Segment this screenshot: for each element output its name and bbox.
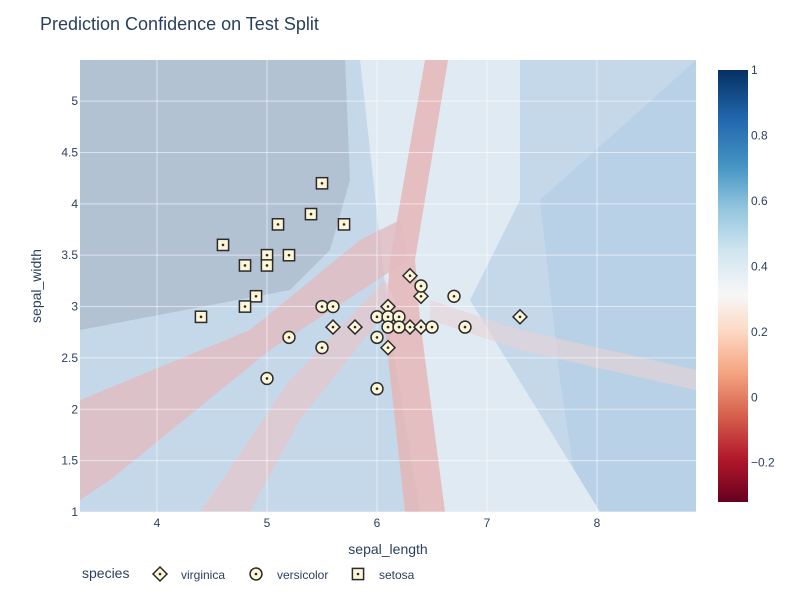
y-tick-label: 2.5 <box>61 351 78 365</box>
legend-label-setosa: setosa <box>379 568 415 582</box>
legend-marker-setosa <box>351 567 365 581</box>
point-virginica <box>412 288 430 305</box>
surface-red-band-3 <box>200 280 395 512</box>
point-setosa <box>337 218 351 231</box>
point-virginica <box>412 319 430 336</box>
colorbar-tick-label: 0.6 <box>751 194 768 208</box>
colorbar-ticks: −0.2 0 0.2 0.4 0.6 0.8 1 <box>751 63 775 470</box>
surface-upper-left-region <box>80 60 350 330</box>
point-setosa <box>271 218 285 231</box>
legend-label-versicolor: versicolor <box>277 568 328 582</box>
point-versicolor <box>447 289 461 303</box>
x-axis-ticks: 4 5 6 7 8 <box>154 516 601 530</box>
colorbar-tick-label: 1 <box>751 63 758 77</box>
point-setosa <box>260 259 274 272</box>
colorbar-tick-label: 0 <box>751 390 758 404</box>
point-setosa <box>304 207 318 221</box>
point-setosa <box>282 248 296 262</box>
point-versicolor <box>315 299 329 314</box>
legend-marker-versicolor <box>249 567 263 581</box>
x-axis-label: sepal_length <box>348 541 427 557</box>
point-virginica <box>346 319 364 336</box>
point-versicolor <box>425 320 439 334</box>
x-tick-label: 4 <box>154 516 161 530</box>
legend-label-virginica: virginica <box>181 568 225 582</box>
legend-marker-virginica <box>151 565 169 583</box>
point-versicolor <box>260 371 274 386</box>
x-tick-label: 8 <box>594 516 601 530</box>
point-virginica <box>401 267 419 284</box>
point-versicolor <box>458 320 472 334</box>
y-tick-label: 1.5 <box>61 454 78 468</box>
point-versicolor <box>381 320 395 334</box>
point-virginica <box>401 319 419 336</box>
y-tick-label: 2 <box>71 402 78 416</box>
y-tick-label: 1 <box>71 505 78 519</box>
point-versicolor <box>370 330 384 345</box>
point-versicolor <box>282 330 296 345</box>
point-setosa <box>260 248 274 262</box>
colorbar-tick-label: 0.4 <box>751 259 768 273</box>
legend: species virginica versicolor setosa <box>82 565 415 583</box>
point-versicolor <box>326 299 340 314</box>
point-virginica <box>511 308 529 325</box>
y-tick-label: 3.5 <box>61 248 78 262</box>
x-tick-label: 6 <box>374 516 381 530</box>
y-tick-label: 5 <box>71 94 78 108</box>
colorbar <box>718 70 748 502</box>
point-versicolor <box>370 382 384 396</box>
legend-title: species <box>82 565 129 581</box>
colorbar-tick-label: 0.2 <box>751 325 768 339</box>
colorbar-tick-label: 0.8 <box>751 128 768 142</box>
point-setosa <box>315 176 329 190</box>
confidence-surface <box>80 60 696 512</box>
surface-red-band-2 <box>80 220 408 500</box>
point-setosa <box>216 238 230 252</box>
x-tick-label: 5 <box>264 516 271 530</box>
point-setosa <box>238 259 252 272</box>
colorbar-tick-label: −0.2 <box>751 456 775 470</box>
y-tick-label: 3 <box>71 300 78 314</box>
y-tick-label: 4.5 <box>61 145 78 159</box>
x-tick-label: 7 <box>484 516 491 530</box>
point-versicolor <box>315 340 329 355</box>
y-axis-ticks: 1 1.5 2 2.5 3 3.5 4 4.5 5 <box>61 94 78 519</box>
point-setosa <box>249 289 263 303</box>
point-setosa <box>194 310 208 324</box>
point-setosa <box>238 300 252 313</box>
y-tick-label: 4 <box>71 197 78 211</box>
chart-title: Prediction Confidence on Test Split <box>40 14 319 34</box>
point-versicolor <box>414 279 428 293</box>
point-virginica <box>379 339 397 356</box>
point-versicolor <box>370 310 384 324</box>
surface-red-band-4 <box>430 300 696 390</box>
point-versicolor <box>392 320 406 334</box>
gridlines <box>80 60 696 513</box>
point-virginica <box>324 319 342 336</box>
surface-right-region <box>540 60 696 512</box>
data-points <box>194 176 529 396</box>
y-axis-label: sepal_width <box>28 249 44 323</box>
